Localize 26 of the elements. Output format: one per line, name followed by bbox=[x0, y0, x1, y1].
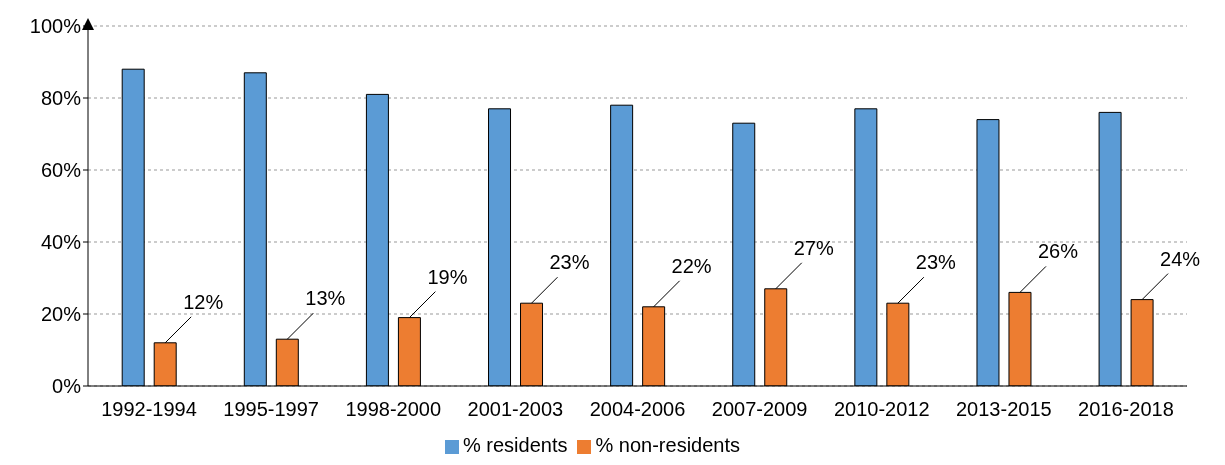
data-label: 22% bbox=[671, 254, 712, 277]
legend-label: % residents bbox=[462, 434, 568, 456]
legend-label: % non-residents bbox=[595, 434, 741, 456]
x-tick-label: 2007-2009 bbox=[711, 398, 808, 421]
data-label: 26% bbox=[1037, 240, 1079, 263]
y-tick-label: 20% bbox=[40, 303, 82, 326]
data-label: 12% bbox=[183, 290, 224, 313]
data-label: 24% bbox=[1160, 247, 1201, 270]
x-tick-label: 1998-2000 bbox=[345, 398, 442, 421]
x-tick-label: 2010-2012 bbox=[833, 398, 930, 421]
data-label: 23% bbox=[549, 251, 590, 274]
data-label: 19% bbox=[427, 265, 468, 288]
y-tick-label: 40% bbox=[40, 231, 82, 254]
x-tick-label: 2016-2018 bbox=[1078, 398, 1174, 421]
y-tick-label: 80% bbox=[40, 87, 82, 110]
data-label: 23% bbox=[915, 251, 957, 274]
data-label: 13% bbox=[305, 287, 346, 310]
y-tick-label: 100% bbox=[29, 15, 82, 38]
x-tick-label: 2004-2006 bbox=[589, 398, 686, 421]
y-tick-label: 0% bbox=[52, 375, 82, 398]
y-tick-label: 60% bbox=[40, 159, 82, 182]
x-tick-label: 2001-2003 bbox=[467, 398, 564, 421]
x-tick-label: 1992-1994 bbox=[101, 398, 197, 421]
x-tick-label: 1995-1997 bbox=[223, 398, 319, 421]
data-label: 27% bbox=[793, 236, 834, 259]
x-tick-label: 2013-2015 bbox=[956, 398, 1052, 421]
